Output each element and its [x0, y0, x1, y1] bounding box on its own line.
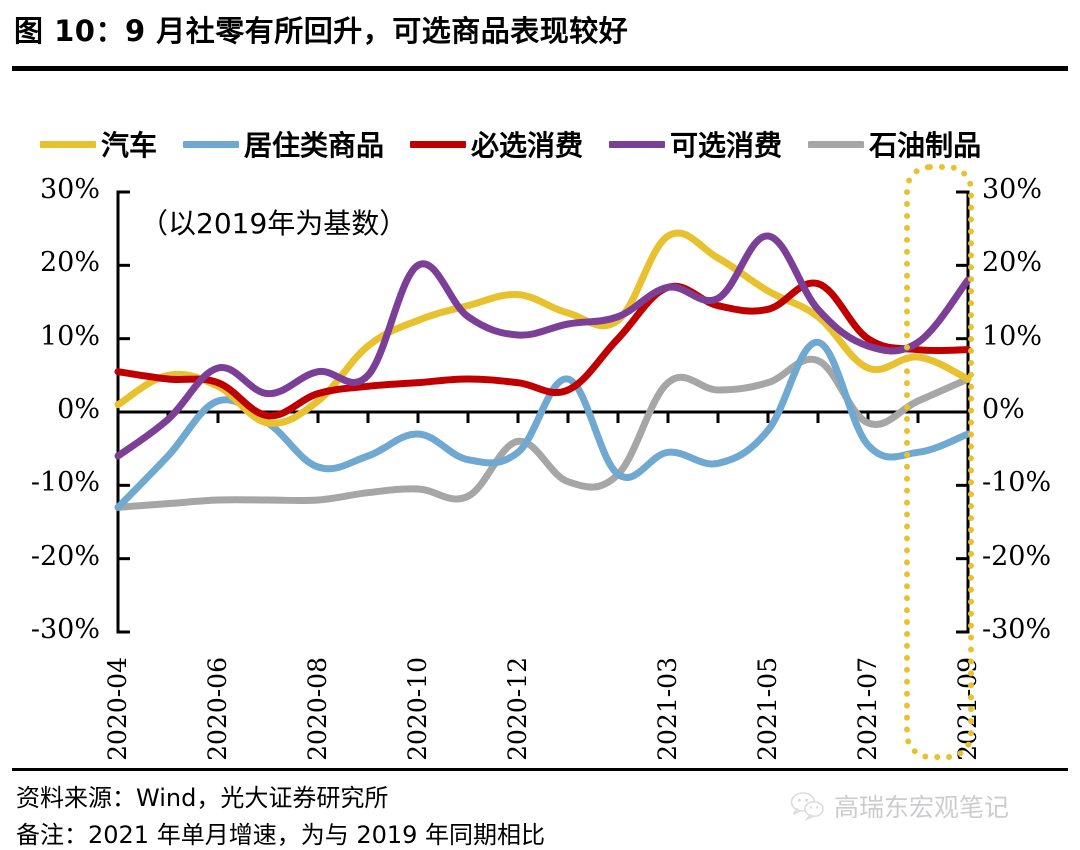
legend-label: 石油制品: [869, 129, 982, 162]
source-text: 资料来源：Wind，光大证券研究所: [16, 784, 389, 812]
page-title: 图 10：9 月社零有所回升，可选商品表现较好: [14, 14, 629, 48]
legend-item-5[interactable]: 石油制品: [808, 124, 981, 164]
series-line-必选消费: [114, 279, 972, 420]
x-axis-label: 2020-08: [303, 657, 332, 761]
y-axis-label-right: 20%: [982, 247, 1043, 279]
y-axis-label-right: 0%: [982, 394, 1025, 425]
line-chart-svg: [114, 190, 972, 634]
legend-label: 可选消费: [670, 129, 783, 162]
legend-swatch-icon: [183, 140, 240, 148]
series-line-石油制品: [114, 355, 972, 511]
y-axis-label-right: -10%: [982, 467, 1052, 499]
y-axis-label-right: 30%: [982, 174, 1043, 205]
watermark: 高瑞东宏观笔记: [790, 788, 1009, 824]
y-axis-label-left: 30%: [39, 174, 100, 205]
note-text: 备注：2021 年单月增速，为与 2019 年同期相比: [16, 821, 546, 849]
series-line-居住类商品: [114, 338, 972, 511]
y-axis-label-left: 20%: [39, 247, 100, 279]
series-line-汽车: [114, 229, 972, 427]
y-axis-label-left: -10%: [30, 467, 100, 499]
x-axis-label: 2020-10: [403, 657, 432, 761]
x-axis-label: 2021-05: [753, 657, 782, 761]
y-axis-label-left: -30%: [30, 614, 100, 645]
legend-item-1[interactable]: 汽车: [40, 124, 157, 164]
legend-label: 汽车: [101, 129, 158, 162]
x-axis-label: 2020-06: [203, 657, 232, 761]
x-axis-label: 2021-09: [953, 657, 982, 761]
x-axis-label: 2020-04: [103, 657, 132, 761]
legend-item-4[interactable]: 可选消费: [609, 124, 782, 164]
title-divider: [12, 66, 1068, 71]
y-axis-label-right: 10%: [982, 320, 1043, 352]
legend-swatch-icon: [808, 140, 865, 148]
y-axis-label-left: -20%: [30, 540, 100, 572]
y-axis-label-left: 10%: [39, 320, 100, 352]
x-axis-label: 2021-03: [653, 657, 682, 761]
legend-item-3[interactable]: 必选消费: [410, 124, 583, 164]
watermark-text: 高瑞东宏观笔记: [834, 793, 1010, 822]
legend-item-2[interactable]: 居住类商品: [183, 124, 384, 164]
x-axis-label: 2020-12: [503, 657, 532, 761]
y-axis-label-right: -20%: [982, 540, 1052, 572]
legend-label: 居住类商品: [244, 129, 385, 162]
y-axis-label-right: -30%: [982, 614, 1052, 645]
footer-divider: [12, 768, 1068, 771]
chart-annotation: （以2019年为基数）: [140, 207, 408, 240]
series-line-可选消费: [114, 232, 972, 460]
legend-swatch-icon: [40, 140, 96, 148]
wechat-icon: [790, 792, 824, 821]
x-axis-label: 2021-07: [853, 657, 882, 761]
legend-swatch-icon: [410, 140, 467, 148]
legend-label: 必选消费: [471, 129, 584, 162]
legend-swatch-icon: [609, 140, 666, 148]
chart-plot-area: （以2019年为基数） 30% 20% 10% 0% -10% -20% -30% 30% 2…: [0, 164, 1080, 770]
chart-legend: 汽车 居住类商品 必选消费 可选消费 石油制品: [40, 124, 1060, 164]
y-axis-label-left: 0%: [57, 394, 100, 425]
